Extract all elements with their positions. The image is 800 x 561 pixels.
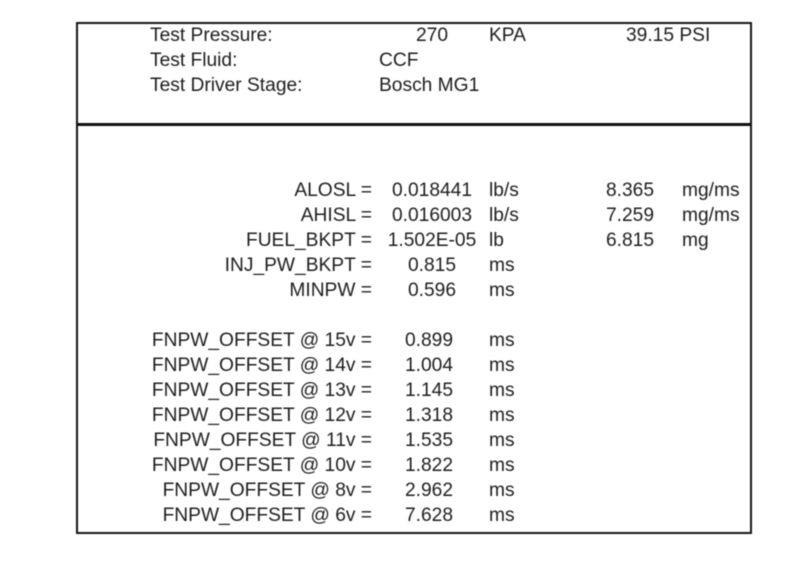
test-driver-stage-label: Test Driver Stage: xyxy=(150,75,303,96)
test-fluid-value: CCF xyxy=(379,50,419,71)
minpw-value: 0.596 xyxy=(407,280,456,301)
header-row-test-driver-stage: Test Driver Stage: Bosch MG1 xyxy=(78,73,750,98)
test-driver-stage-value: Bosch MG1 xyxy=(379,75,480,96)
fnpw-offset-11v-value: 1.535 xyxy=(404,430,453,451)
param-row-fuel-bkpt: FUEL_BKPT = 1.502E-05 lb 6.815 mg xyxy=(78,228,750,253)
section-divider-line xyxy=(77,123,751,126)
fnpw-offset-6v-unit: ms xyxy=(489,505,515,526)
minpw-label: MINPW = xyxy=(289,280,372,301)
fnpw-offset-8v-value: 2.962 xyxy=(404,480,453,501)
offset-row-12v: FNPW_OFFSET @ 12v = 1.318 ms xyxy=(78,403,750,428)
inj-pw-bkpt-value: 0.815 xyxy=(407,255,456,276)
fnpw-offset-14v-unit: ms xyxy=(489,355,515,376)
ahisl-unit-mgms: mg/ms xyxy=(682,205,740,226)
test-fluid-label: Test Fluid: xyxy=(150,50,238,71)
alosl-unit-mgms: mg/ms xyxy=(682,180,740,201)
ahisl-value-mgms: 7.259 xyxy=(605,205,654,226)
alosl-unit: lb/s xyxy=(489,180,519,201)
fuel-bkpt-unit-mg: mg xyxy=(682,230,709,251)
alosl-label: ALOSL = xyxy=(294,180,372,201)
fnpw-offset-8v-unit: ms xyxy=(489,480,515,501)
fnpw-offset-10v-unit: ms xyxy=(489,455,515,476)
fnpw-offset-10v-label: FNPW_OFFSET @ 10v = xyxy=(151,455,372,476)
fuel-bkpt-unit: lb xyxy=(489,230,504,251)
param-row-inj-pw-bkpt: INJ_PW_BKPT = 0.815 ms xyxy=(78,253,750,278)
alosl-value: 0.018441 xyxy=(391,180,473,201)
offset-row-8v: FNPW_OFFSET @ 8v = 2.962 ms xyxy=(78,478,750,503)
ahisl-value: 0.016003 xyxy=(391,205,473,226)
fnpw-offset-11v-unit: ms xyxy=(489,430,515,451)
ahisl-unit: lb/s xyxy=(489,205,519,226)
offset-row-10v: FNPW_OFFSET @ 10v = 1.822 ms xyxy=(78,453,750,478)
fnpw-offset-12v-unit: ms xyxy=(489,405,515,426)
inj-pw-bkpt-unit: ms xyxy=(489,255,515,276)
offset-row-6v: FNPW_OFFSET @ 6v = 7.628 ms xyxy=(78,503,750,528)
param-row-ahisl: AHISL = 0.016003 lb/s 7.259 mg/ms xyxy=(78,203,750,228)
minpw-unit: ms xyxy=(489,280,515,301)
fnpw-offset-8v-label: FNPW_OFFSET @ 8v = xyxy=(162,480,372,501)
header-row-test-fluid: Test Fluid: CCF xyxy=(78,48,750,73)
fnpw-offset-12v-value: 1.318 xyxy=(404,405,453,426)
offset-row-14v: FNPW_OFFSET @ 14v = 1.004 ms xyxy=(78,353,750,378)
alosl-value-mgms: 8.365 xyxy=(605,180,654,201)
param-row-alosl: ALOSL = 0.018441 lb/s 8.365 mg/ms xyxy=(78,178,750,203)
fuel-bkpt-value: 1.502E-05 xyxy=(387,230,477,251)
offset-row-13v: FNPW_OFFSET @ 13v = 1.145 ms xyxy=(78,378,750,403)
ahisl-label: AHISL = xyxy=(300,205,372,226)
offset-row-15v: FNPW_OFFSET @ 15v = 0.899 ms xyxy=(78,328,750,353)
fnpw-offset-15v-value: 0.899 xyxy=(404,330,453,351)
fuel-bkpt-value-mg: 6.815 xyxy=(605,230,654,251)
fnpw-offset-10v-value: 1.822 xyxy=(404,455,453,476)
fnpw-offset-14v-label: FNPW_OFFSET @ 14v = xyxy=(151,355,372,376)
test-report-box: Test Pressure: 270 KPA 39.15 PSI Test Fl… xyxy=(76,22,752,534)
fnpw-offset-6v-value: 7.628 xyxy=(404,505,453,526)
offset-row-11v: FNPW_OFFSET @ 11v = 1.535 ms xyxy=(78,428,750,453)
fnpw-offset-13v-label: FNPW_OFFSET @ 13v = xyxy=(151,380,372,401)
fnpw-offset-11v-label: FNPW_OFFSET @ 11v = xyxy=(153,430,372,451)
fnpw-offset-13v-unit: ms xyxy=(489,380,515,401)
inj-pw-bkpt-label: INJ_PW_BKPT = xyxy=(224,255,372,276)
param-row-minpw: MINPW = 0.596 ms xyxy=(78,278,750,303)
test-pressure-label: Test Pressure: xyxy=(150,25,273,46)
header-row-test-pressure: Test Pressure: 270 KPA 39.15 PSI xyxy=(78,23,750,48)
test-pressure-unit: KPA xyxy=(489,25,526,46)
test-pressure-alt-value: 39.15 PSI xyxy=(626,25,711,46)
fuel-bkpt-label: FUEL_BKPT = xyxy=(245,230,372,251)
fnpw-offset-12v-label: FNPW_OFFSET @ 12v = xyxy=(151,405,372,426)
fnpw-offset-15v-unit: ms xyxy=(489,330,515,351)
test-pressure-value: 270 xyxy=(415,25,448,46)
fnpw-offset-13v-value: 1.145 xyxy=(404,380,453,401)
fnpw-offset-14v-value: 1.004 xyxy=(404,355,453,376)
fnpw-offset-15v-label: FNPW_OFFSET @ 15v = xyxy=(151,330,372,351)
fnpw-offset-6v-label: FNPW_OFFSET @ 6v = xyxy=(162,505,372,526)
